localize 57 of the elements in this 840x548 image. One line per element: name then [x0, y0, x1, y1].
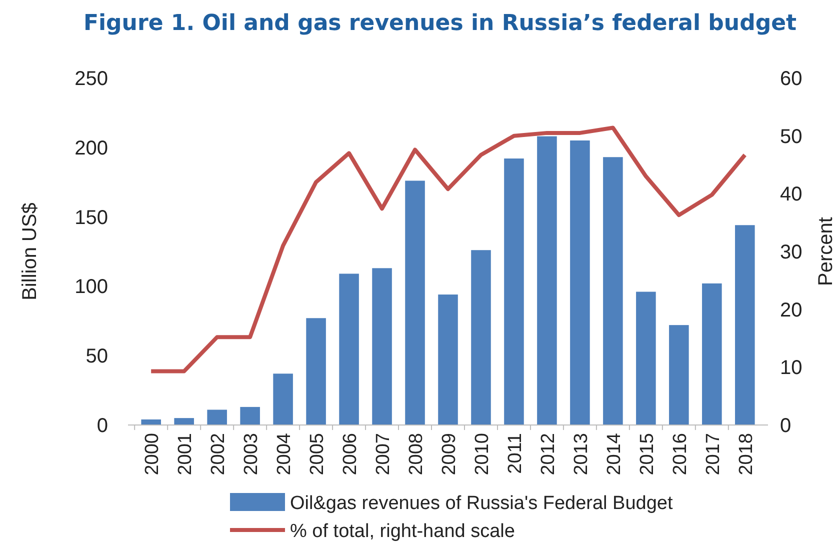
x-tick-label: 2006 [340, 433, 362, 476]
bar [537, 136, 557, 425]
y-tick-label: 100 [74, 276, 108, 298]
bar [570, 140, 590, 425]
x-tick-label: 2000 [142, 433, 164, 476]
legend-label: Oil&gas revenues of Russia's Federal Budget [290, 493, 674, 514]
x-tick-label: 2008 [406, 433, 428, 476]
x-tick-label: 2004 [274, 432, 296, 476]
x-tick-label: 2001 [175, 433, 196, 476]
x-tick-label: 2010 [472, 433, 493, 476]
line-series [149, 126, 747, 374]
x-tick-label: 2015 [636, 433, 658, 476]
y2-axis-title: Percent [815, 216, 837, 286]
x-tick-label: 2009 [439, 433, 460, 476]
bar [141, 419, 161, 425]
y-tick-label: 150 [74, 206, 108, 229]
x-tick-label: 2014 [604, 432, 625, 476]
y2-tick-label: 20 [780, 299, 802, 322]
bar [273, 374, 293, 425]
bar [174, 418, 194, 425]
y-tick-label: 250 [74, 68, 108, 90]
bar [471, 250, 491, 425]
x-tick-label: 2016 [670, 433, 691, 476]
x-tick-label: 2005 [307, 433, 328, 476]
x-tick-label: 2013 [570, 433, 592, 476]
x-tick-label: 2018 [736, 433, 757, 476]
bar [636, 292, 656, 425]
chart-title: Figure 1. Oil and gas revenues in Russia’s federal budget [83, 11, 797, 36]
x-tick-label: 2002 [208, 433, 230, 476]
y2-tick-label: 10 [780, 357, 802, 380]
y2-tick-label: 0 [780, 415, 792, 437]
bar [405, 180, 425, 425]
bar [240, 406, 260, 425]
y2-tick-label: 30 [780, 242, 802, 264]
y2-tick-label: 40 [780, 184, 802, 206]
x-tick-label: 2012 [538, 433, 559, 476]
bar [603, 157, 623, 425]
y2-tick-label: 60 [780, 68, 802, 90]
bar [438, 294, 458, 425]
x-tick-label: 2007 [373, 433, 394, 476]
bar [735, 225, 755, 425]
x-tick-label: 2017 [702, 433, 724, 476]
bar [339, 274, 359, 425]
x-tick-label: 2011 [504, 433, 526, 474]
bar [504, 158, 524, 425]
y2-tick-label: 50 [780, 126, 802, 148]
legend-label: % of total, right-hand scale [290, 521, 515, 542]
y-axis-title: Billion US$ [19, 202, 41, 300]
bar [306, 318, 326, 425]
y-tick-label: 50 [86, 346, 108, 368]
y-tick-label: 0 [96, 415, 108, 437]
bar [207, 410, 227, 425]
bar [372, 268, 392, 425]
bar [702, 283, 722, 425]
bar [669, 325, 689, 425]
x-tick-label: 2003 [241, 433, 262, 476]
y-tick-label: 200 [74, 137, 108, 160]
